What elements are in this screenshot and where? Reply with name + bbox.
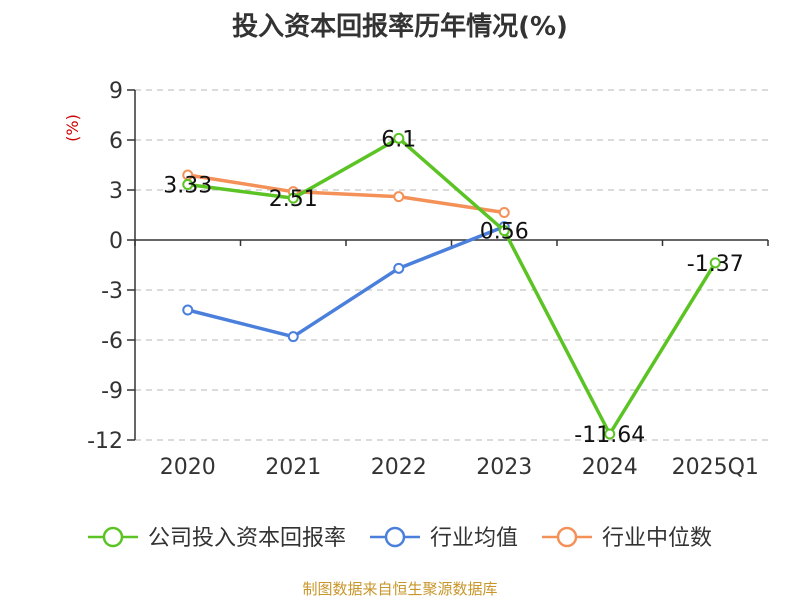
data-point[interactable] — [604, 428, 616, 440]
series-line — [187, 173, 505, 215]
x-tick-label: 2022 — [371, 455, 427, 480]
y-tick-label: -6 — [101, 329, 123, 354]
x-tick-label: 2024 — [582, 455, 638, 480]
legend-label: 行业均值 — [430, 526, 518, 551]
x-tick-label: 2023 — [476, 455, 532, 480]
data-point[interactable] — [182, 179, 194, 190]
source-note: 制图数据来自恒生聚源数据库 — [302, 580, 498, 598]
y-tick-label: -9 — [101, 379, 123, 404]
y-tick-label: 3 — [109, 179, 123, 204]
y-tick-label: -12 — [87, 429, 123, 454]
data-point[interactable] — [498, 207, 510, 218]
axes: 9 6 3 0 -3 -6 -9 -12 2020 2021 2022 2023 2024 2025Q1 — [87, 79, 769, 480]
data-point[interactable] — [498, 225, 510, 237]
data-label: 2.51 — [269, 187, 318, 212]
series-line — [187, 225, 505, 339]
legend-circle-marker — [384, 526, 406, 548]
y-tick-label: 9 — [109, 79, 123, 104]
data-point[interactable] — [709, 257, 721, 269]
x-tick-label: 2025Q1 — [672, 455, 759, 480]
legend-item[interactable]: 公司投入资本回报率 — [87, 526, 346, 551]
data-label: 3.33 — [163, 174, 212, 199]
y-tick-label: 0 — [109, 229, 123, 254]
y-tick-label: 6 — [109, 129, 123, 154]
data-label: 0.56 — [480, 220, 529, 245]
y-axis-label: (%) — [63, 114, 82, 142]
data-point[interactable] — [393, 132, 405, 144]
data-point[interactable] — [287, 331, 299, 343]
data-label: 6.1 — [381, 127, 416, 152]
data-label: -11.64 — [574, 423, 645, 448]
legend-label: 公司投入资本回报率 — [148, 526, 346, 551]
legend[interactable]: 公司投入资本回报率 行业均值 行业中位数 — [87, 526, 712, 551]
y-tick-label: -3 — [101, 279, 123, 304]
data-point[interactable] — [393, 262, 405, 274]
series-lines — [182, 132, 721, 440]
legend-circle-marker — [556, 526, 578, 548]
series-line — [187, 136, 717, 436]
data-point[interactable] — [182, 304, 194, 316]
legend-label: 行业中位数 — [602, 526, 712, 551]
legend-item[interactable]: 行业均值 — [369, 526, 518, 551]
data-point[interactable] — [393, 191, 405, 203]
legend-circle-marker — [102, 526, 124, 548]
data-labels: 3.33 2.51 6.1 0.56 -11.64 -1.37 — [163, 127, 743, 448]
grid-lines — [135, 89, 768, 441]
x-tick-label: 2021 — [265, 455, 321, 480]
data-label: -1.37 — [687, 252, 744, 277]
data-point[interactable] — [287, 192, 299, 204]
legend-item[interactable]: 行业中位数 — [542, 526, 712, 551]
chart-title: 投入资本回报率历年情况(%) — [232, 12, 568, 42]
x-tick-label: 2020 — [160, 455, 216, 480]
